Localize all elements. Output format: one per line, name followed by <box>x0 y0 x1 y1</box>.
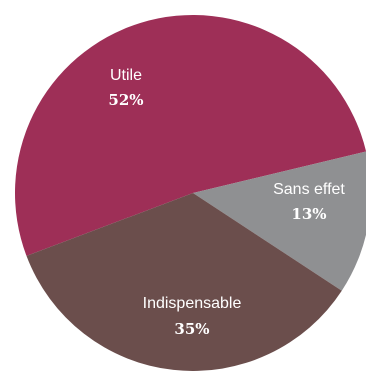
slice-value-indispensable: 35% <box>174 320 209 338</box>
slice-label-utile: Utile <box>110 67 142 84</box>
slice-value-sans-effet: 13% <box>291 205 326 223</box>
slice-value-utile: 52% <box>108 91 143 109</box>
pie-labels: Utile 52% Sans effet 13% Indispensable 3… <box>108 67 345 338</box>
pie-slice-sans-effet <box>193 151 366 291</box>
slice-label-indispensable: Indispensable <box>143 295 242 312</box>
slice-label-sans-effet: Sans effet <box>273 181 345 198</box>
pie-slice-utile <box>15 15 366 256</box>
pie-slice-indispensable <box>26 193 342 371</box>
pie-slices <box>15 15 366 371</box>
